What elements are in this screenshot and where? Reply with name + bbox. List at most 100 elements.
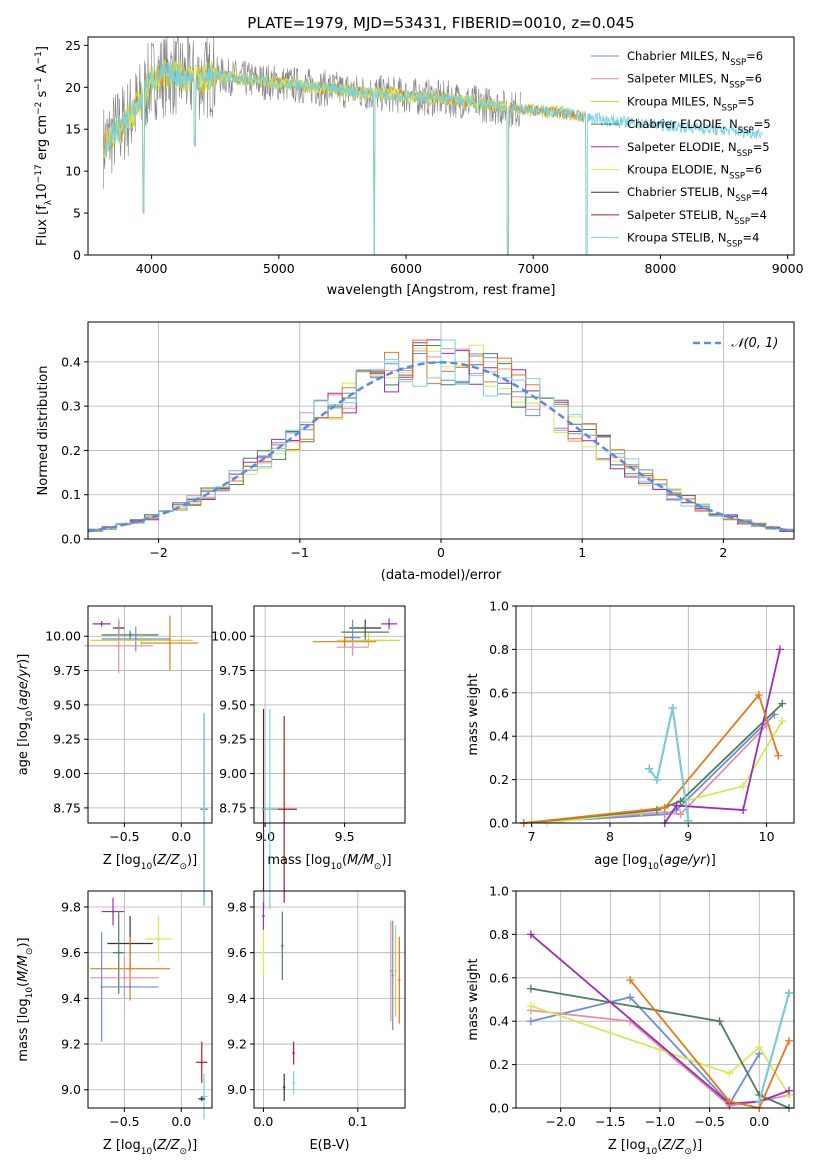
x-tick-label: −2 bbox=[149, 545, 167, 560]
data-point bbox=[128, 633, 132, 637]
grid-lines bbox=[516, 890, 794, 1109]
mass-vs-extinction-panel: 0.0 0.1 9.0 9.2 9.4 9.6 9.8 E(B-V) bbox=[227, 890, 406, 1153]
y-tick-label: 0.6 bbox=[489, 970, 509, 985]
weight-point-marker bbox=[739, 805, 748, 814]
y-tick-label: 10.00 bbox=[45, 629, 81, 644]
weight-point-marker bbox=[626, 993, 635, 1002]
y-tick-label: 20 bbox=[65, 80, 81, 95]
y-tick-label: 0.8 bbox=[489, 927, 509, 942]
x-tick-label: 6000 bbox=[390, 261, 422, 276]
data-point bbox=[134, 637, 137, 641]
legend-entry: Chabrier MILES, NSSP=6 bbox=[627, 49, 763, 68]
x-tick-label: 8000 bbox=[645, 261, 677, 276]
x-tick-label: 1 bbox=[578, 545, 586, 560]
y-axis-label: mass [log10(M/M⊙)] bbox=[16, 937, 35, 1061]
data-point bbox=[123, 976, 126, 979]
weight-series-line bbox=[530, 987, 790, 1109]
weight-point-marker bbox=[778, 717, 787, 726]
weight-point-marker bbox=[739, 782, 748, 791]
data-point bbox=[367, 639, 370, 642]
y-tick-label: 0.4 bbox=[489, 1014, 509, 1029]
y-tick-label: 9.0 bbox=[61, 1082, 81, 1097]
x-axis-label: Z [log10(Z/Z⊙)] bbox=[103, 853, 197, 872]
y-tick-label: 0.0 bbox=[489, 1101, 509, 1116]
x-tick-label: 9000 bbox=[772, 261, 804, 276]
weight-series-line bbox=[648, 707, 690, 821]
y-tick-label: 0.2 bbox=[489, 1057, 509, 1072]
y-tick-label: 0 bbox=[73, 248, 81, 263]
legend-entry: Salpeter ELODIE, NSSP=5 bbox=[627, 140, 770, 159]
x-tick-label: 0.1 bbox=[348, 1114, 368, 1129]
axes-frame bbox=[87, 890, 213, 1109]
weight-point-marker bbox=[526, 1017, 535, 1026]
x-axis-label: wavelength [Angstrom, rest frame] bbox=[327, 283, 556, 298]
weight-point-marker bbox=[785, 1036, 794, 1045]
y-axis-label: Normed distribution bbox=[36, 366, 51, 496]
y-tick-label: 8.75 bbox=[219, 800, 247, 815]
weight-point-marker bbox=[785, 988, 794, 997]
chart-title: PLATE=1979, MJD=53431, FIBERID=0010, z=0… bbox=[247, 14, 634, 32]
data-point bbox=[117, 951, 120, 954]
legend-entry: Salpeter MILES, NSSP=6 bbox=[627, 72, 762, 91]
y-tick-label: 0.8 bbox=[489, 642, 509, 657]
axes-frame bbox=[87, 605, 213, 824]
residual-histogram-step bbox=[88, 345, 794, 534]
weight-point-marker bbox=[778, 699, 787, 708]
mass-vs-metallicity-panel: −0.5 0.0 9.0 9.2 9.4 9.6 9.8 Z [log10(Z/Z⊙)] mas… bbox=[16, 890, 213, 1157]
x-tick-label: 5000 bbox=[263, 261, 295, 276]
y-tick-label: 9.75 bbox=[219, 663, 247, 678]
x-tick-label: 0.0 bbox=[749, 1114, 769, 1129]
grid-lines bbox=[254, 606, 405, 823]
grid-lines bbox=[516, 605, 794, 824]
x-tick-label: 4000 bbox=[136, 261, 168, 276]
x-tick-label: 7 bbox=[528, 829, 536, 844]
y-tick-label: 0.0 bbox=[489, 816, 509, 831]
weight-series-line bbox=[664, 649, 781, 824]
y-tick-label: 9.6 bbox=[61, 945, 81, 960]
weight-point-marker bbox=[676, 810, 685, 819]
weight-point-marker bbox=[668, 703, 677, 712]
x-tick-label: −1 bbox=[291, 545, 309, 560]
y-tick-label: 9.50 bbox=[53, 697, 81, 712]
y-axis-label: age [log10(age/yr)] bbox=[16, 654, 35, 776]
data-point bbox=[168, 641, 172, 645]
residuals-panel: −2 −1 0 1 2 0.0 0.1 0.2 0.3 0.4 𝒩(0, 1) (data-model… bbox=[36, 321, 795, 583]
y-tick-label: 8.75 bbox=[53, 800, 81, 815]
x-axis-label: E(B-V) bbox=[309, 1138, 349, 1153]
model-spectrum-stelib-line bbox=[103, 61, 763, 256]
data-point bbox=[283, 808, 286, 811]
weight-point-marker bbox=[684, 816, 693, 825]
y-tick-label: 9.8 bbox=[61, 899, 81, 914]
axes-frame bbox=[253, 605, 406, 824]
legend-entry: Salpeter STELIB, NSSP=4 bbox=[627, 208, 767, 227]
x-tick-label: 9.5 bbox=[335, 829, 355, 844]
data-point bbox=[268, 808, 272, 811]
data-point bbox=[100, 622, 103, 626]
weight-point-marker bbox=[725, 1069, 734, 1078]
y-tick-label: 9.25 bbox=[219, 732, 247, 747]
legend-entry: Kroupa MILES, NSSP=5 bbox=[627, 94, 754, 113]
data-point bbox=[202, 1095, 206, 1098]
data-point bbox=[262, 951, 265, 954]
weight-point-marker bbox=[774, 751, 783, 760]
data-point bbox=[343, 640, 346, 643]
y-tick-label: 9.75 bbox=[53, 663, 81, 678]
weight-series-line bbox=[530, 933, 790, 1105]
y-tick-label: 0.0 bbox=[61, 532, 81, 547]
data-point bbox=[351, 646, 354, 649]
y-tick-label: 25 bbox=[65, 38, 81, 53]
x-axis-label: (data-model)/error bbox=[381, 568, 502, 583]
data-point bbox=[394, 969, 397, 973]
y-tick-label: 15 bbox=[65, 122, 81, 137]
x-tick-label: −1.0 bbox=[645, 1114, 675, 1129]
x-tick-label: −0.5 bbox=[694, 1114, 724, 1129]
data-point bbox=[292, 1051, 295, 1055]
y-tick-label: 0.4 bbox=[489, 729, 509, 744]
y-tick-label: 5 bbox=[73, 206, 81, 221]
weight-point-marker bbox=[645, 764, 654, 773]
weight-point-marker bbox=[715, 1017, 724, 1026]
y-tick-label: 1.0 bbox=[489, 884, 509, 899]
x-axis-label: Z [log10(Z/Z⊙)] bbox=[103, 1138, 197, 1157]
x-tick-label: 0.0 bbox=[171, 829, 191, 844]
